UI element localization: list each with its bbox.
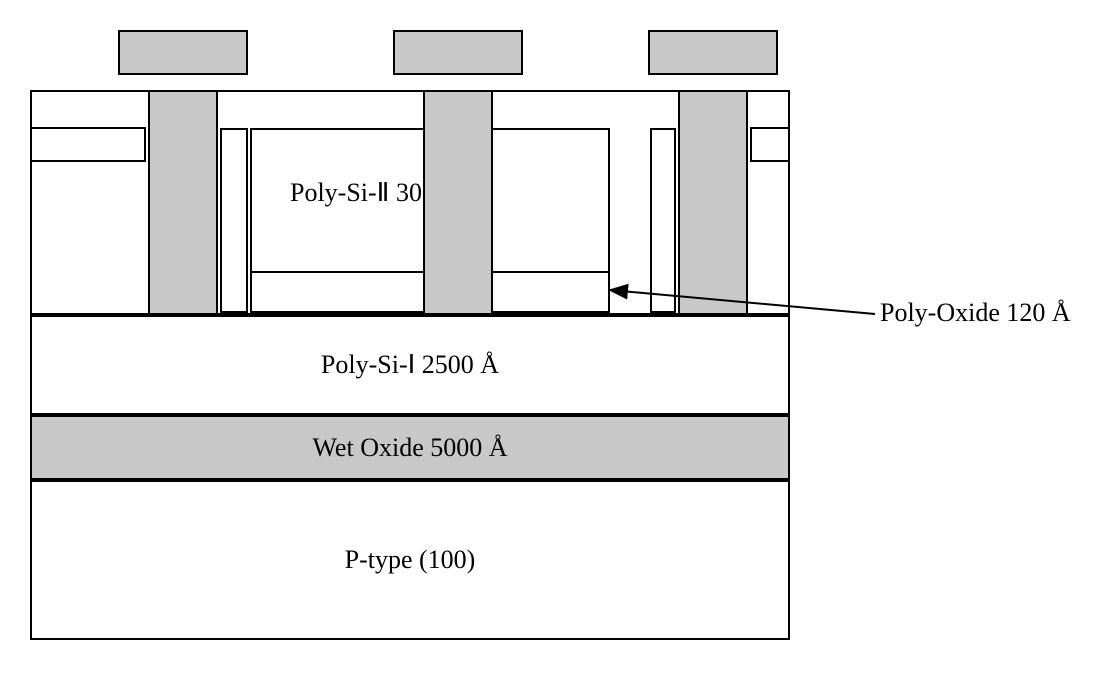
slot-left-upper bbox=[32, 127, 146, 162]
slot-right-upper bbox=[750, 127, 788, 162]
diagram-stage: P-type (100) Wet Oxide 5000 Å Poly-Si-Ⅰ … bbox=[30, 30, 790, 640]
cap-right bbox=[648, 30, 778, 75]
substrate-label: P-type (100) bbox=[345, 545, 476, 575]
layer-wet-oxide: Wet Oxide 5000 Å bbox=[30, 415, 790, 480]
slot-left-outer bbox=[220, 128, 248, 313]
pillar-middle bbox=[423, 90, 493, 315]
slot-right-outer bbox=[650, 128, 676, 313]
layer-substrate: P-type (100) bbox=[30, 480, 790, 640]
pillar-right bbox=[678, 90, 748, 315]
poly-oxide-annotation: Poly-Oxide 120 Å bbox=[880, 298, 1071, 328]
cap-middle bbox=[393, 30, 523, 75]
wet-oxide-label: Wet Oxide 5000 Å bbox=[312, 433, 507, 463]
cap-left bbox=[118, 30, 248, 75]
layer-poly1: Poly-Si-Ⅰ 2500 Å bbox=[30, 315, 790, 415]
pillar-left bbox=[148, 90, 218, 315]
poly1-label: Poly-Si-Ⅰ 2500 Å bbox=[321, 350, 499, 380]
